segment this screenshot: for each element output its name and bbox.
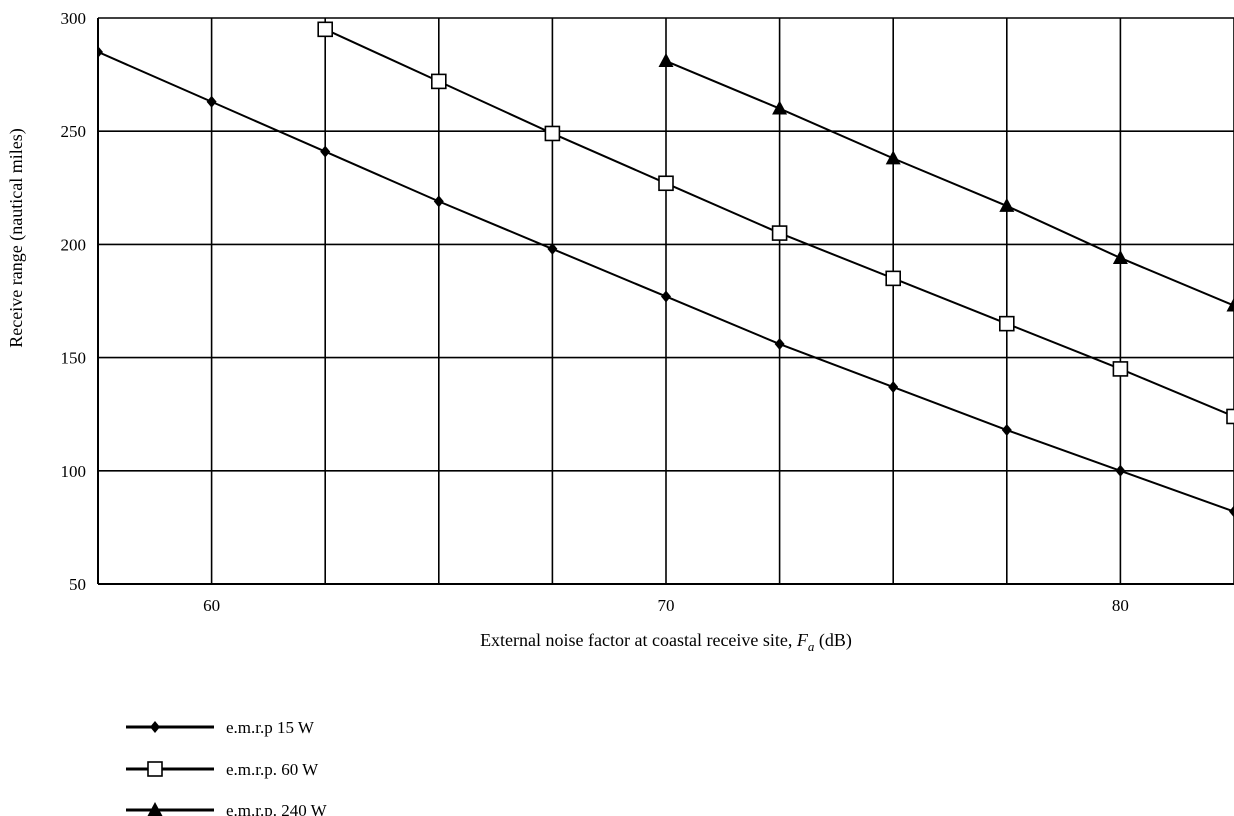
- tick-labels: 50 100 150 200 250 300 60 70 80: [61, 9, 1129, 615]
- y-tick-label: 250: [61, 122, 87, 141]
- legend-label: e.m.r.p. 60 W: [226, 760, 319, 779]
- x-axis-title-variable: F: [796, 630, 809, 650]
- x-axis-title-text: External noise factor at coastal receive…: [480, 630, 797, 650]
- diamond-marker: [888, 381, 899, 394]
- square-marker: [430, 73, 447, 90]
- square-marker: [998, 315, 1015, 332]
- diamond-marker: [1001, 424, 1012, 437]
- diamond-marker: [774, 338, 785, 351]
- square-marker: [1226, 408, 1234, 425]
- diamond-marker: [547, 242, 558, 255]
- plot-frame: [97, 18, 1234, 585]
- x-axis-title: External noise factor at coastal receive…: [480, 630, 852, 654]
- legend-label: e.m.r.p 15 W: [226, 718, 315, 737]
- square-marker: [147, 761, 163, 777]
- triangle-marker: [885, 150, 901, 165]
- y-axis-title: Receive range (nautical miles): [6, 128, 27, 347]
- legend-item: e.m.r.p 15 W: [126, 718, 315, 737]
- y-tick-label: 300: [61, 9, 87, 28]
- diamond-marker: [1229, 505, 1234, 518]
- diamond-marker: [150, 721, 160, 733]
- y-tick-label: 150: [61, 349, 87, 368]
- series-line-triangle: [665, 60, 1234, 307]
- series-square: [317, 21, 1234, 425]
- legend-label: e.m.r.p. 240 W: [226, 801, 328, 816]
- triangle-marker: [1226, 297, 1234, 312]
- y-tick-label: 200: [61, 235, 87, 254]
- triangle-marker: [999, 197, 1015, 212]
- legend-item: e.m.r.p. 240 W: [126, 801, 328, 816]
- diamond-marker: [433, 195, 444, 208]
- x-axis-title-subscript: a: [808, 639, 815, 654]
- diamond-marker: [98, 45, 103, 58]
- diamond-marker: [661, 290, 671, 303]
- series-layer: [98, 21, 1234, 518]
- square-marker: [771, 225, 788, 241]
- x-tick-label: 60: [203, 596, 220, 615]
- square-marker: [317, 21, 334, 38]
- x-tick-label: 80: [1112, 596, 1129, 615]
- square-marker: [1112, 361, 1129, 377]
- x-tick-label: 70: [658, 596, 675, 615]
- series-triangle: [658, 53, 1234, 312]
- diamond-marker: [206, 95, 217, 108]
- square-marker: [544, 125, 561, 142]
- diamond-marker: [320, 145, 331, 158]
- square-marker: [658, 175, 674, 192]
- triangle-marker: [147, 802, 163, 816]
- y-tick-label: 50: [69, 575, 86, 594]
- diamond-marker: [1115, 464, 1126, 477]
- legend-item: e.m.r.p. 60 W: [126, 760, 319, 779]
- triangle-marker: [1112, 249, 1128, 264]
- y-tick-label: 100: [61, 462, 87, 481]
- x-axis-title-unit: (dB): [814, 630, 852, 651]
- triangle-marker: [658, 53, 674, 68]
- triangle-marker: [772, 100, 788, 115]
- square-marker: [885, 270, 902, 287]
- legend: e.m.r.p 15 W e.m.r.p. 60 W e.m.r.p. 240 W: [126, 718, 328, 816]
- series-diamond: [98, 45, 1234, 518]
